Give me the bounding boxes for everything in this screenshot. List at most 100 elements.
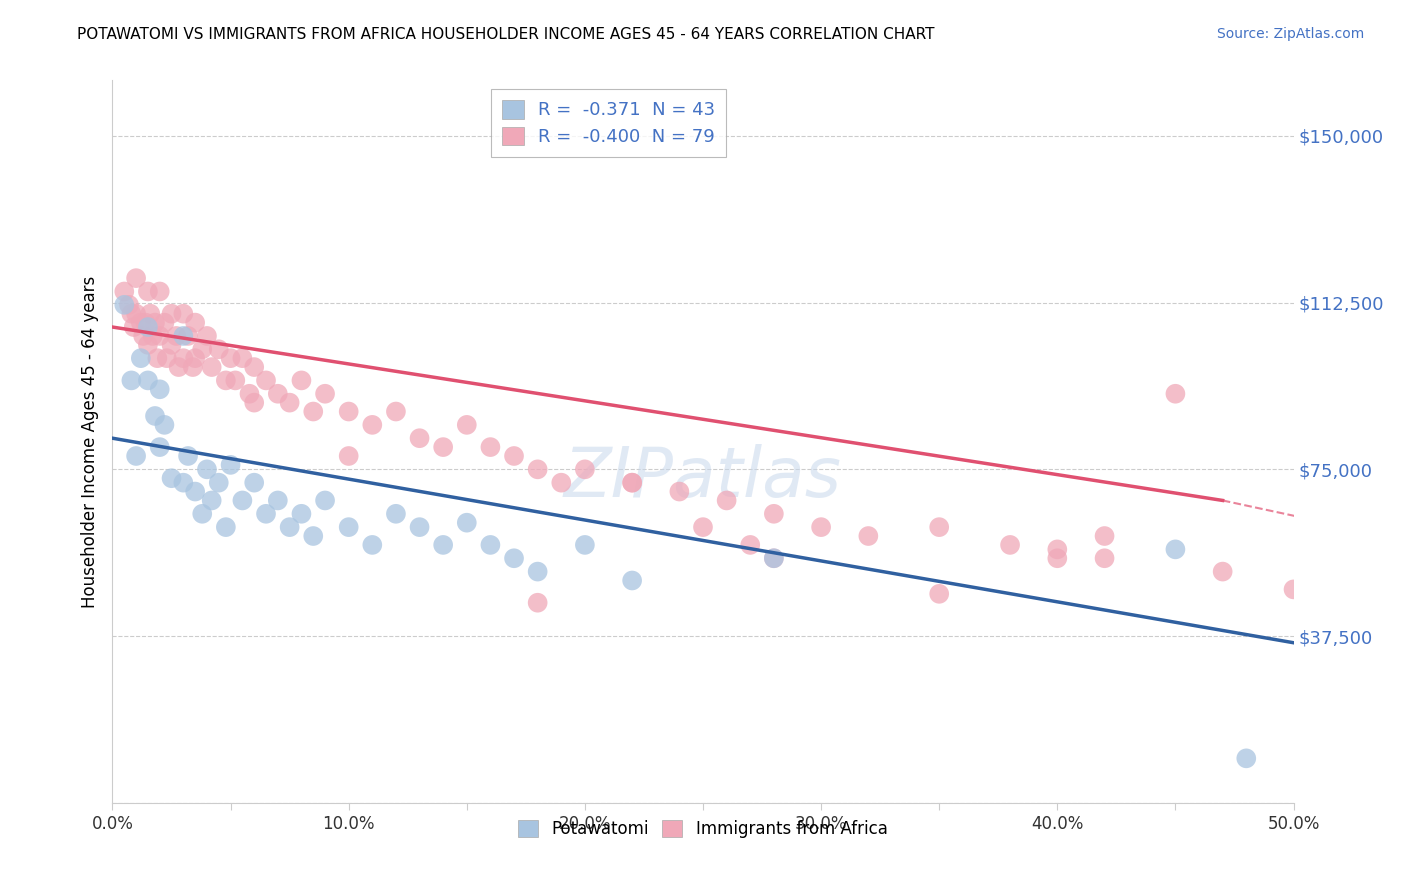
Point xyxy=(762,551,785,566)
Point xyxy=(302,404,325,418)
Point xyxy=(172,307,194,321)
Point xyxy=(1046,542,1069,557)
Point xyxy=(160,307,183,321)
Point xyxy=(314,386,336,401)
Point xyxy=(129,351,152,366)
Point xyxy=(1094,529,1116,543)
Point xyxy=(238,386,260,401)
Point xyxy=(177,329,200,343)
Point xyxy=(146,351,169,366)
Point xyxy=(231,351,253,366)
Point xyxy=(165,329,187,343)
Point xyxy=(181,360,204,375)
Point xyxy=(526,462,548,476)
Point xyxy=(172,329,194,343)
Point xyxy=(762,507,785,521)
Point xyxy=(160,471,183,485)
Point xyxy=(408,431,430,445)
Point xyxy=(432,538,454,552)
Point xyxy=(177,449,200,463)
Point xyxy=(810,520,832,534)
Point xyxy=(385,404,408,418)
Point xyxy=(201,360,224,375)
Point xyxy=(156,351,179,366)
Point xyxy=(122,320,145,334)
Point xyxy=(278,520,301,534)
Point xyxy=(184,351,207,366)
Point xyxy=(201,493,224,508)
Point xyxy=(254,507,277,521)
Text: POTAWATOMI VS IMMIGRANTS FROM AFRICA HOUSEHOLDER INCOME AGES 45 - 64 YEARS CORRE: POTAWATOMI VS IMMIGRANTS FROM AFRICA HOU… xyxy=(77,27,935,42)
Point xyxy=(928,587,950,601)
Point xyxy=(740,538,762,552)
Point xyxy=(456,516,478,530)
Point xyxy=(195,462,218,476)
Point xyxy=(243,360,266,375)
Point xyxy=(153,316,176,330)
Point xyxy=(139,307,162,321)
Point xyxy=(112,285,135,299)
Point xyxy=(208,343,231,357)
Point xyxy=(143,316,166,330)
Point xyxy=(149,440,172,454)
Point xyxy=(550,475,572,490)
Point xyxy=(231,493,253,508)
Point xyxy=(136,373,159,387)
Point xyxy=(167,360,190,375)
Point xyxy=(267,493,290,508)
Point xyxy=(184,316,207,330)
Point xyxy=(142,329,165,343)
Point xyxy=(135,316,157,330)
Point xyxy=(290,507,312,521)
Point xyxy=(1094,551,1116,566)
Point xyxy=(243,395,266,409)
Point xyxy=(153,417,176,432)
Point xyxy=(125,449,148,463)
Point xyxy=(118,298,141,312)
Point xyxy=(762,551,785,566)
Point xyxy=(136,338,159,352)
Point xyxy=(191,343,214,357)
Point xyxy=(208,475,231,490)
Point xyxy=(136,320,159,334)
Point xyxy=(143,409,166,423)
Point xyxy=(1212,565,1234,579)
Point xyxy=(172,475,194,490)
Point xyxy=(432,440,454,454)
Point xyxy=(125,271,148,285)
Point xyxy=(668,484,690,499)
Point xyxy=(621,475,644,490)
Point xyxy=(191,507,214,521)
Point xyxy=(254,373,277,387)
Point xyxy=(337,520,360,534)
Point xyxy=(503,449,526,463)
Point xyxy=(219,351,242,366)
Point xyxy=(243,475,266,490)
Point xyxy=(526,565,548,579)
Point xyxy=(408,520,430,534)
Point xyxy=(998,538,1021,552)
Point xyxy=(526,596,548,610)
Point xyxy=(120,307,142,321)
Point xyxy=(215,373,238,387)
Point xyxy=(385,507,408,521)
Point xyxy=(1164,386,1187,401)
Point xyxy=(125,307,148,321)
Point xyxy=(337,404,360,418)
Point xyxy=(290,373,312,387)
Point xyxy=(1282,582,1305,597)
Point xyxy=(112,298,135,312)
Point xyxy=(1234,751,1257,765)
Point xyxy=(278,395,301,409)
Point xyxy=(574,462,596,476)
Point xyxy=(361,538,384,552)
Point xyxy=(479,440,502,454)
Point xyxy=(224,373,246,387)
Point xyxy=(132,329,155,343)
Point xyxy=(302,529,325,543)
Point xyxy=(361,417,384,432)
Point xyxy=(215,520,238,534)
Point xyxy=(219,458,242,472)
Point xyxy=(149,329,172,343)
Point xyxy=(692,520,714,534)
